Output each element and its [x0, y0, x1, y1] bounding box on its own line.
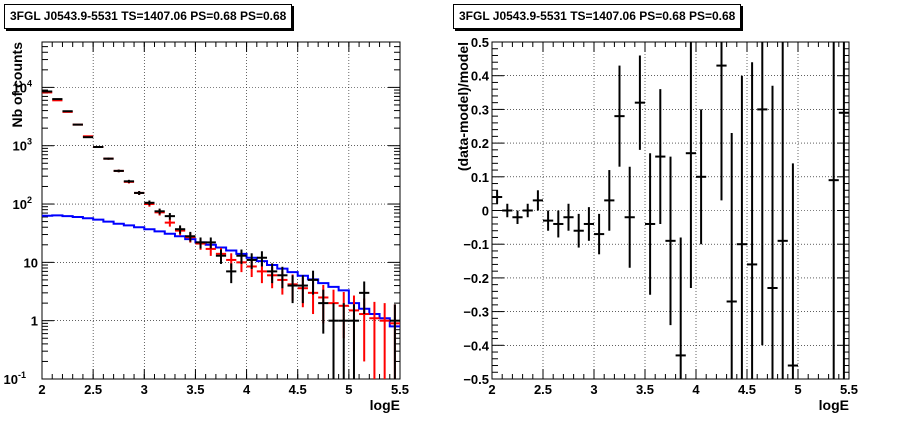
y-tick-label: 0.3	[471, 102, 489, 117]
x-axis-title: logE	[370, 397, 400, 413]
x-tick-label: 4.5	[738, 382, 756, 397]
residuals-panel: 3FGL J0543.9-5531 TS=1407.06 PS=0.68 PS=…	[449, 0, 898, 421]
y-tick-label: −0.3	[463, 305, 489, 320]
y-tick-label: 0	[482, 204, 489, 219]
y-tick-label: 10	[24, 255, 38, 270]
x-tick-label: 2	[488, 382, 495, 397]
x-tick-label: 2.5	[534, 382, 552, 397]
y-axis-title: Nb of counts	[9, 42, 25, 128]
y-tick-label: 10-1	[4, 370, 26, 387]
y-tick-label: 0.5	[471, 35, 489, 50]
counts-chart-title: 3FGL J0543.9-5531 TS=1407.06 PS=0.68 PS=…	[4, 4, 293, 29]
y-tick-label: 0.4	[471, 69, 490, 84]
x-tick-label: 4	[692, 382, 700, 397]
x-tick-label: 2	[38, 382, 45, 397]
y-tick-label: 0.1	[471, 170, 489, 185]
x-axis-title: logE	[819, 397, 849, 413]
y-tick-label: 102	[13, 195, 32, 212]
x-tick-label: 3.5	[186, 382, 204, 397]
residuals-chart: 2 2.5 3 3.5 4 4.5 5 5.5 −0.5 −0.4 −0.3 −0.2 −0.1 0 0.1…	[455, 35, 858, 413]
x-tick-label: 3	[590, 382, 597, 397]
y-tick-label: −0.5	[463, 372, 489, 387]
x-tick-label: 2.5	[84, 382, 102, 397]
counts-chart: 2 2.5 3 3.5 4 4.5 5 5.5 10-1 1 10 102 103 104 logE Nb o…	[4, 41, 409, 413]
counts-panel: 3FGL J0543.9-5531 TS=1407.06 PS=0.68 PS=…	[4, 4, 409, 413]
y-tick-label: −0.4	[463, 338, 489, 353]
x-tick-label: 5.5	[840, 382, 858, 397]
y-tick-label: 0.2	[471, 136, 489, 151]
plot-frame	[41, 41, 401, 380]
x-tick-label: 5	[794, 382, 801, 397]
x-tick-label: 4	[243, 382, 251, 397]
y-tick-label: −0.2	[463, 271, 489, 286]
y-tick-label: 104	[13, 78, 32, 95]
model-histogram-line	[42, 214, 400, 328]
y-axis-title: (data-model)/model	[455, 42, 471, 171]
x-tick-label: 5.5	[391, 382, 409, 397]
x-tick-label: 4.5	[289, 382, 307, 397]
x-tick-label: 3.5	[636, 382, 654, 397]
y-tick-label: 103	[13, 137, 32, 154]
x-tick-label: 3	[141, 382, 148, 397]
y-tick-label: 1	[31, 314, 38, 329]
residuals-chart-title: 3FGL J0543.9-5531 TS=1407.06 PS=0.68 PS=…	[453, 4, 742, 29]
x-tick-label: 5	[345, 382, 352, 397]
y-tick-label: −0.1	[463, 237, 489, 252]
